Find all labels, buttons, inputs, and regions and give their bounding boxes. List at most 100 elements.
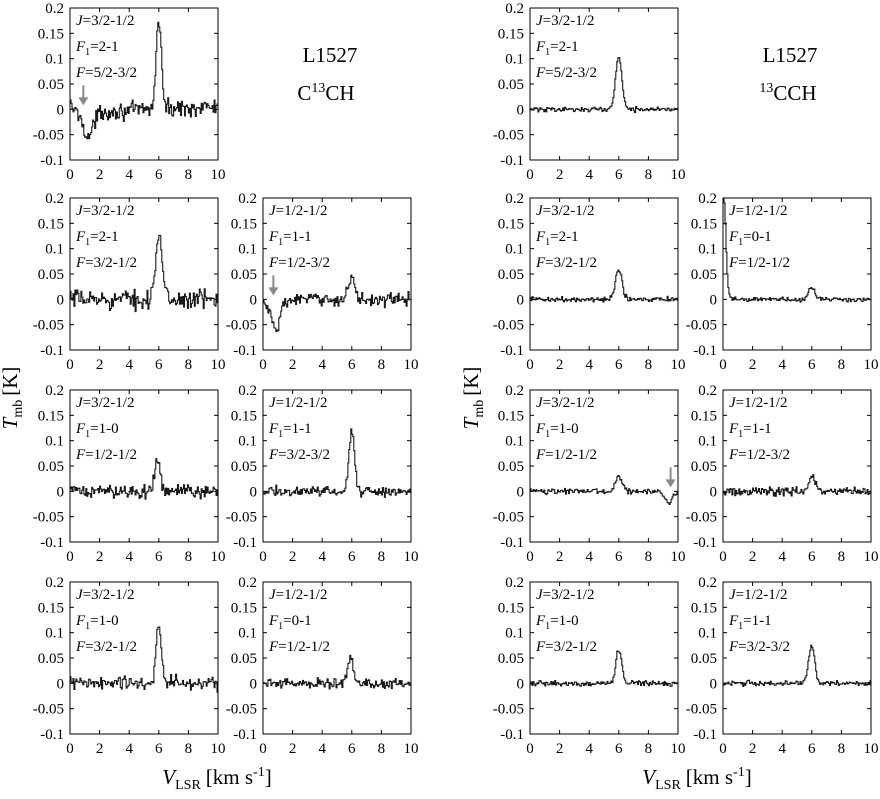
y-tick-label: -0.1 (40, 343, 64, 359)
spectrum-trace (530, 56, 678, 114)
y-tick-label: 0.1 (505, 242, 524, 258)
spectrum-panel: -0.1 -0.05 0 0.05 0.1 0.15 0.2 0 2 4 6 8 10 J=3/2-1/2… (493, 383, 686, 565)
x-tick-label: 2 (96, 357, 104, 373)
y-tick-label: 0.2 (45, 383, 64, 399)
x-tick-label: 4 (778, 741, 786, 757)
x-tick-label: 0 (526, 167, 534, 183)
y-tick-label: 0.15 (38, 26, 64, 42)
x-axis-label-right: VLSR [km s-1] (642, 765, 751, 793)
x-tick-label: 10 (211, 357, 226, 373)
y-tick-label: -0.1 (233, 535, 257, 551)
y-tick-label: 0.15 (498, 600, 524, 616)
x-tick-label: 0 (66, 741, 74, 757)
y-tick-label: 0.1 (698, 242, 717, 258)
panel-frame (722, 389, 872, 543)
x-tick-label: 6 (615, 357, 623, 373)
transition-label-f1: F1=1-0 (75, 421, 119, 440)
spectrum-trace (70, 626, 218, 693)
y-tick-label: 0 (57, 676, 65, 692)
x-tick-label: 8 (838, 741, 846, 757)
x-tick-label: 4 (318, 549, 326, 565)
transition-label-j: J=1/2-1/2 (269, 587, 327, 603)
y-tick-label: 0.2 (45, 1, 64, 17)
y-tick-label: 0.2 (238, 191, 257, 207)
y-tick-label: 0.2 (45, 191, 64, 207)
y-tick-label: 0.2 (45, 575, 64, 591)
y-tick-label: 0.05 (231, 651, 257, 667)
spectrum-panel: -0.1 -0.05 0 0.05 0.1 0.15 0.2 0 2 4 6 8 10 J=1/2-1/2… (226, 383, 419, 565)
transition-label-f: F=3/2-3/2 (728, 639, 790, 655)
x-tick-label: 0 (66, 549, 74, 565)
y-tick-label: -0.1 (500, 535, 524, 551)
y-tick-label: 0.15 (231, 216, 257, 232)
x-tick-label: 6 (348, 357, 356, 373)
y-tick-label: -0.1 (693, 727, 717, 743)
y-tick-label: 0.2 (238, 383, 257, 399)
species-label-left: C13CH (297, 81, 354, 105)
y-tick-label: 0.1 (505, 626, 524, 642)
spectrum-panel: -0.1 -0.05 0 0.05 0.1 0.15 0.2 0 2 4 6 8 10 J=3/2-1/2… (493, 1, 686, 183)
y-tick-label: 0.15 (231, 600, 257, 616)
y-tick-label: 0.05 (691, 267, 717, 283)
y-tick-label: -0.1 (500, 343, 524, 359)
x-tick-label: 10 (671, 357, 686, 373)
x-tick-label: 10 (211, 741, 226, 757)
x-tick-label: 6 (615, 549, 623, 565)
spectrum-panel: -0.1 -0.05 0 0.05 0.1 0.15 0.2 0 2 4 6 8 10 J=3/2-1/2… (33, 383, 226, 565)
x-tick-label: 2 (556, 357, 564, 373)
x-tick-label: 8 (378, 357, 386, 373)
y-tick-label: 0.05 (498, 77, 524, 93)
x-tick-label: 10 (671, 741, 686, 757)
x-tick-label: 2 (749, 741, 757, 757)
y-tick-label: 0.1 (698, 626, 717, 642)
y-tick-label: 0.1 (45, 242, 64, 258)
transition-label-j: J=3/2-1/2 (76, 203, 134, 219)
y-tick-label: -0.05 (686, 702, 717, 718)
spectrum-panel: -0.1 -0.05 0 0.05 0.1 0.15 0.2 0 2 4 6 8 10 J=3/2-1/2… (33, 191, 226, 373)
x-tick-label: 8 (838, 549, 846, 565)
y-tick-label: -0.05 (33, 510, 64, 526)
y-tick-label: -0.1 (40, 535, 64, 551)
y-tick-label: 0.2 (698, 383, 717, 399)
y-tick-label: 0.1 (45, 626, 64, 642)
transition-label-f1: F1=1-1 (728, 421, 772, 440)
transition-label-j: J=3/2-1/2 (536, 13, 594, 29)
x-tick-label: 8 (185, 741, 193, 757)
transition-label-f1: F1=1-1 (268, 229, 312, 248)
y-tick-label: -0.1 (233, 343, 257, 359)
transition-label-f1: F1=1-0 (535, 421, 579, 440)
y-tick-label: 0 (517, 676, 525, 692)
y-tick-label: -0.05 (686, 510, 717, 526)
species-label-right: 13CCH (759, 81, 816, 105)
x-tick-label: 0 (259, 357, 267, 373)
x-tick-label: 4 (125, 357, 133, 373)
transition-label-j: J=3/2-1/2 (536, 203, 594, 219)
x-tick-label: 8 (838, 357, 846, 373)
transition-label-f: F=3/2-3/2 (268, 447, 330, 463)
x-tick-label: 4 (585, 167, 593, 183)
transition-label-f1: F1=1-1 (728, 613, 772, 632)
y-tick-label: 0.15 (231, 408, 257, 424)
panel-frame (262, 197, 412, 351)
y-tick-label: 0.05 (691, 459, 717, 475)
x-tick-label: 10 (211, 167, 226, 183)
y-tick-label: 0.15 (38, 216, 64, 232)
spectrum-trace (530, 269, 678, 303)
panel-frame (529, 7, 679, 161)
transition-label-f: F=3/2-1/2 (535, 639, 597, 655)
source-label-right: L1527 (763, 43, 818, 67)
y-tick-label: 0 (57, 484, 65, 500)
spectrum-trace (530, 474, 678, 506)
x-tick-label: 2 (289, 741, 297, 757)
y-tick-label: -0.05 (226, 510, 257, 526)
y-tick-label: -0.1 (693, 535, 717, 551)
y-tick-label: -0.05 (493, 510, 524, 526)
y-tick-label: 0.1 (238, 434, 257, 450)
x-tick-label: 6 (808, 741, 816, 757)
panel-frame (69, 7, 219, 161)
y-tick-label: 0.1 (505, 52, 524, 68)
y-tick-label: 0 (250, 484, 258, 500)
panel-frame (69, 389, 219, 543)
